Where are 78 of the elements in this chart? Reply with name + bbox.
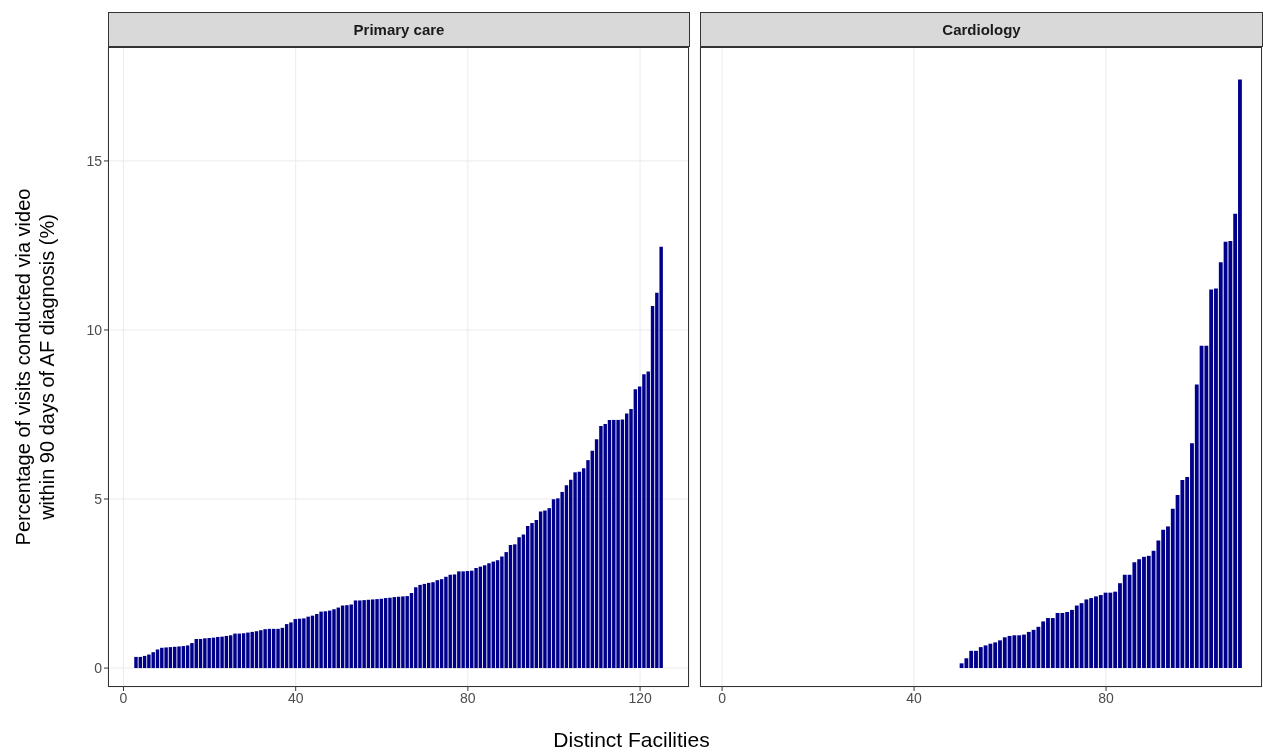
bar (616, 419, 620, 669)
bar (1012, 635, 1017, 669)
bar (573, 472, 577, 669)
bar (603, 423, 607, 669)
bar (276, 628, 280, 669)
bar (457, 571, 461, 669)
bar (207, 637, 211, 669)
chart-title: Cardiology (942, 21, 1021, 38)
bar (487, 563, 491, 669)
bar (160, 647, 164, 669)
bar (134, 656, 138, 669)
bar (659, 246, 663, 669)
bar (388, 597, 392, 669)
bar (1180, 480, 1185, 669)
bar (1098, 595, 1103, 669)
bar (203, 638, 207, 669)
bar (1060, 612, 1065, 669)
x-tick-label: 40 (906, 689, 923, 706)
bar (642, 374, 646, 669)
bar (1146, 555, 1151, 669)
bar (431, 582, 435, 669)
bar (461, 571, 465, 669)
bar (151, 652, 155, 669)
x-tick-label: 80 (1098, 689, 1115, 706)
bar (1084, 599, 1089, 669)
bar (375, 599, 379, 669)
bar (1026, 631, 1031, 669)
x-tick-label: 0 (119, 689, 128, 706)
bar (612, 419, 616, 669)
bar (530, 523, 534, 669)
bar (988, 643, 993, 669)
bar (362, 600, 366, 669)
bar (147, 654, 151, 669)
bar (978, 647, 983, 669)
bar (250, 631, 254, 669)
bar (345, 605, 349, 669)
bar (474, 567, 478, 669)
bar (401, 596, 405, 669)
bar (444, 576, 448, 669)
y-tick-label: 15 (86, 152, 103, 169)
bar (500, 556, 504, 669)
x-axis-title: Distinct Facilities (553, 728, 710, 751)
y-tick-label: 5 (94, 490, 103, 507)
y-tick-label: 0 (94, 660, 103, 677)
bar (164, 647, 168, 669)
y-tick-label: 10 (86, 321, 103, 338)
bar (289, 622, 293, 669)
bar (1074, 605, 1079, 669)
bar (418, 584, 422, 669)
chart-title: Primary care (353, 21, 445, 38)
x-tick-label: 0 (718, 689, 727, 706)
bar (319, 611, 323, 669)
bar (259, 630, 263, 669)
bar (220, 636, 224, 669)
bar (1132, 562, 1137, 669)
bar (599, 426, 603, 669)
bar (1108, 592, 1113, 669)
bar (263, 629, 267, 669)
bar (1122, 574, 1127, 669)
bar (543, 510, 547, 669)
y-axis-title: Percentage of visits conducted via video within 90 days of AF diagnosis (%) (12, 188, 58, 546)
bar (302, 618, 306, 669)
x-tick-label: 80 (460, 689, 476, 706)
bar (1002, 637, 1007, 669)
bar (358, 600, 362, 669)
x-tick-label: 120 (628, 689, 652, 706)
bar (517, 537, 521, 669)
bar (332, 609, 336, 669)
bar (349, 604, 353, 669)
bar (177, 646, 181, 669)
bar (315, 613, 319, 669)
bar (246, 632, 250, 669)
x-tick-label: 40 (287, 689, 304, 706)
bar (233, 633, 237, 669)
bar (405, 596, 409, 669)
bar (414, 587, 418, 669)
bar (190, 643, 194, 669)
bar (306, 616, 310, 669)
